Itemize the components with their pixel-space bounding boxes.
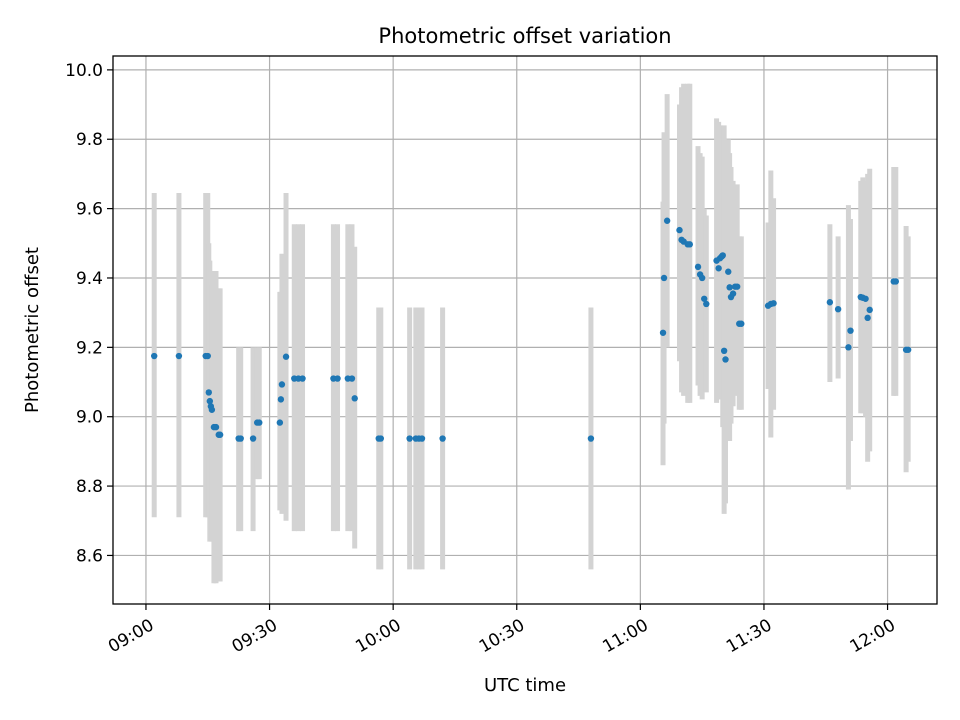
data-point (663, 217, 671, 224)
y-tick-label: 9.8 (76, 130, 103, 150)
data-point (698, 274, 706, 282)
data-point (722, 356, 729, 363)
y-tick-label: 9.4 (76, 269, 103, 289)
data-point (694, 263, 702, 271)
data-point (847, 327, 854, 334)
data-point (206, 397, 214, 405)
data-point (276, 419, 284, 426)
chart-title: Photometric offset variation (378, 24, 671, 48)
data-point (256, 419, 263, 426)
data-point (703, 300, 710, 308)
data-point (334, 375, 341, 382)
data-point (726, 284, 733, 291)
data-point (676, 226, 683, 234)
data-point (237, 435, 244, 442)
data-point (719, 252, 726, 259)
data-point (864, 314, 871, 322)
data-point (826, 299, 834, 306)
plot-frame (112, 55, 938, 605)
data-point (418, 435, 426, 442)
data-point (715, 265, 722, 272)
data-point (904, 346, 912, 353)
y-tick-label: 8.8 (76, 477, 103, 497)
data-point (587, 435, 595, 442)
data-point (686, 241, 693, 248)
data-point (866, 306, 873, 314)
data-point (299, 375, 306, 382)
data-point (175, 352, 183, 360)
data-point (277, 396, 285, 403)
data-point (845, 344, 852, 351)
y-axis-label: Photometric offset (22, 247, 43, 413)
y-tick-label: 9.0 (76, 408, 103, 428)
data-point (738, 320, 745, 327)
data-point (862, 295, 869, 302)
data-point (151, 352, 158, 360)
data-point (770, 300, 777, 307)
data-point (406, 435, 413, 442)
data-point (439, 435, 446, 442)
data-point (660, 274, 668, 282)
data-point (216, 431, 224, 438)
data-point (733, 283, 741, 290)
data-point (729, 290, 737, 297)
data-point (282, 353, 290, 360)
y-tick-label: 9.2 (76, 338, 103, 358)
data-point (720, 347, 728, 355)
grid (113, 56, 937, 604)
y-tick-label: 8.6 (76, 546, 103, 566)
data-point (212, 423, 220, 431)
data-point (351, 395, 358, 402)
data-point (208, 406, 216, 413)
data-point (659, 329, 667, 336)
x-axis-label: UTC time (484, 675, 566, 696)
y-tick-label: 9.6 (76, 200, 103, 220)
data-point (892, 278, 899, 285)
data-point (834, 305, 842, 313)
data-point (205, 389, 212, 396)
data-point (725, 268, 732, 275)
data-point (249, 435, 257, 442)
data-point (204, 352, 211, 360)
data-point (348, 375, 356, 382)
data-point (701, 295, 708, 302)
data-points (151, 217, 912, 442)
data-point (377, 435, 384, 442)
y-tick-label: 10.0 (65, 61, 103, 81)
data-point (278, 381, 286, 388)
